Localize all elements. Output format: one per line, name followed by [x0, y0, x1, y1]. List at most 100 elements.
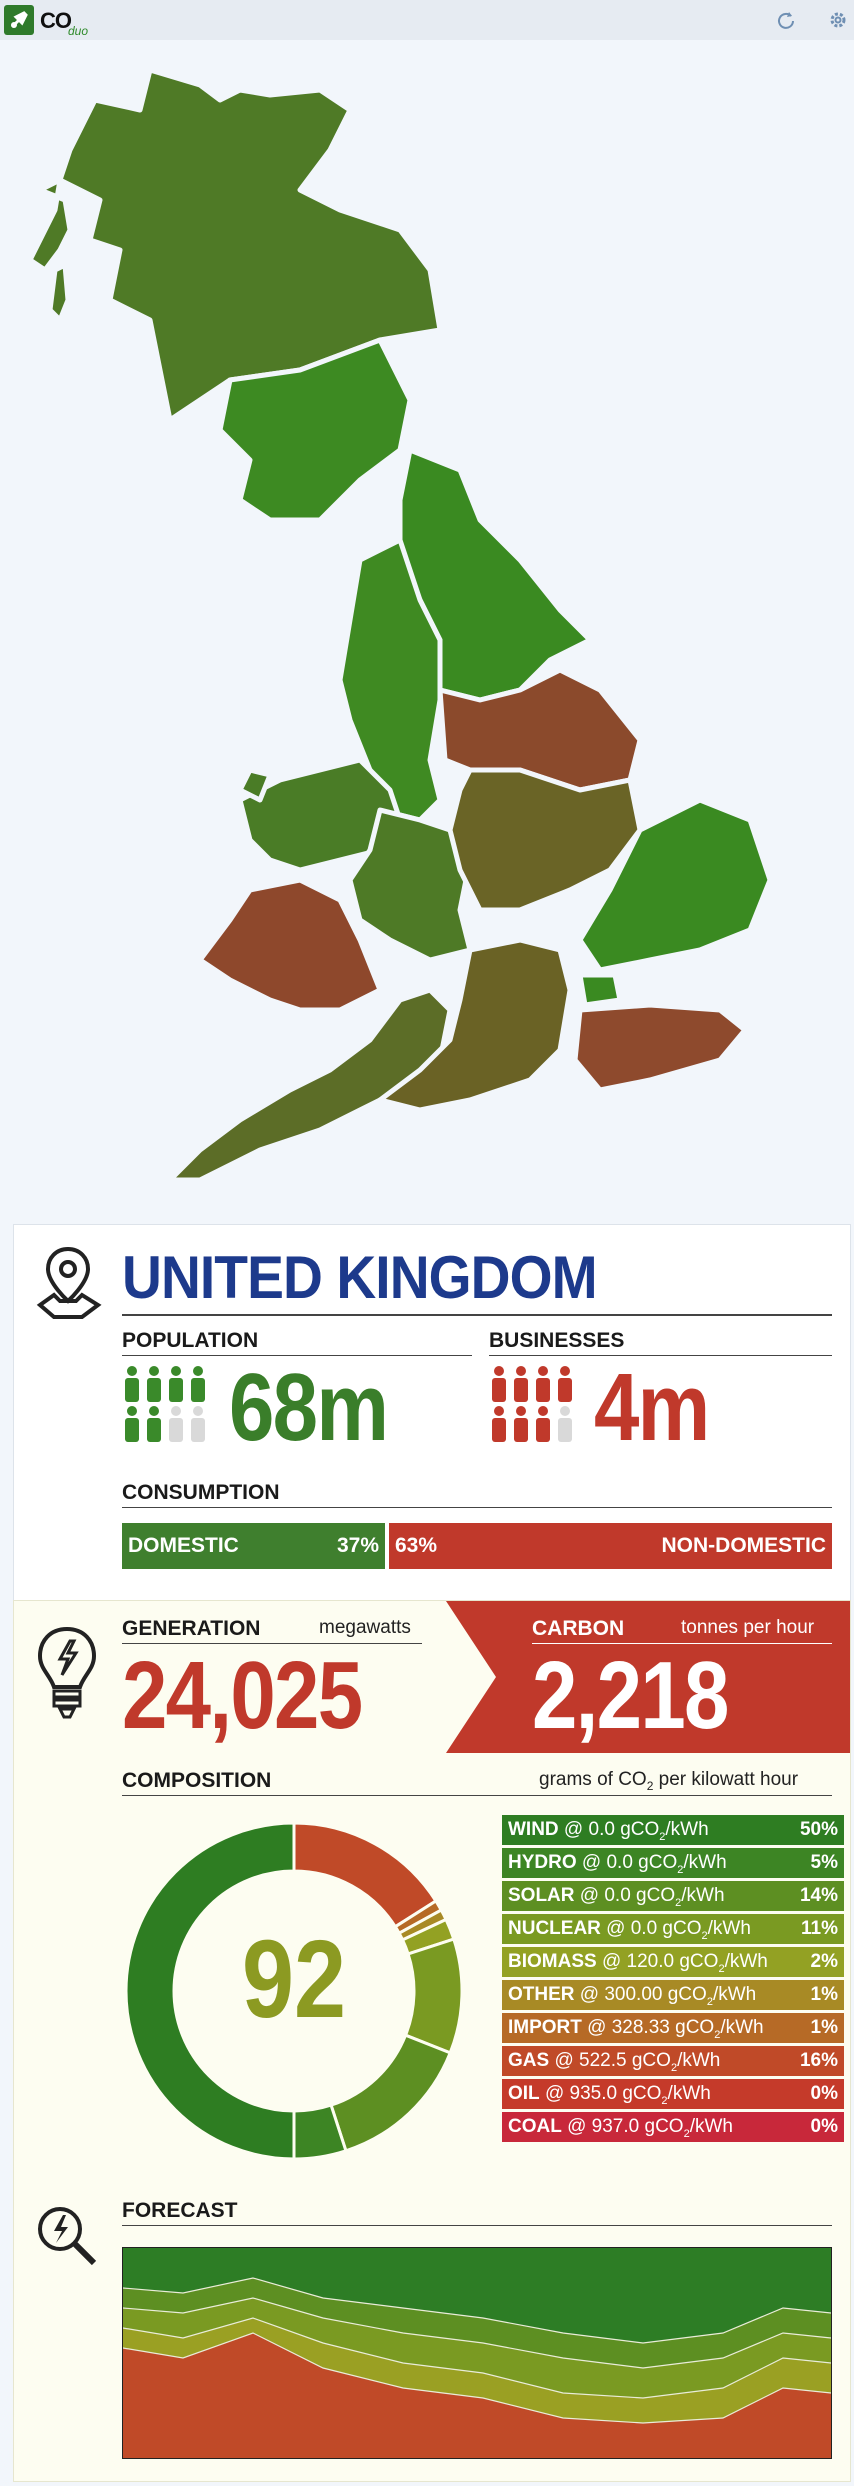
domestic-label: DOMESTIC — [128, 1534, 239, 1557]
gear-icon[interactable] — [828, 10, 848, 30]
map-region-north-west-england[interactable] — [337, 537, 443, 823]
forecast-band-gas — [123, 2333, 831, 2458]
person-body — [147, 1378, 161, 1402]
map-region-south-east[interactable] — [572, 1002, 748, 1093]
person-body — [125, 1378, 139, 1402]
fuel-rate: @ 937.0 gCO — [561, 2116, 684, 2137]
person-head — [538, 1406, 548, 1416]
divider — [122, 1795, 832, 1796]
businesses-value: 4m — [594, 1354, 710, 1461]
map-region-yorkshire[interactable] — [437, 667, 643, 793]
person-head — [193, 1406, 203, 1416]
fuel-name: BIOMASS — [508, 1951, 597, 1972]
non-domestic-pct: 63% — [395, 1534, 438, 1557]
non-domestic-bar: 63% NON-DOMESTIC — [389, 1523, 832, 1569]
map-region-london[interactable] — [577, 972, 623, 1008]
fuel-name: OTHER — [508, 1984, 575, 2005]
population-value: 68m — [229, 1354, 389, 1461]
consumption-label: CONSUMPTION — [122, 1481, 280, 1504]
fuel-rate-unit: /kWh — [681, 1885, 725, 1906]
person-body — [492, 1418, 506, 1442]
generation-unit: megawatts — [319, 1617, 411, 1638]
fuel-pct: 1% — [810, 2017, 838, 2038]
person-body — [558, 1418, 572, 1442]
map-pin-icon — [36, 1246, 102, 1319]
divider — [122, 1643, 422, 1644]
non-domestic-label: NON-DOMESTIC — [661, 1534, 827, 1557]
person-head — [149, 1366, 159, 1376]
region-map — [0, 40, 854, 1220]
donut-slice-wind — [124, 1821, 296, 2161]
divider — [122, 1314, 832, 1316]
fuel-rate: @ 0.0 gCO — [574, 1885, 676, 1906]
fuel-name: NUCLEAR — [508, 1918, 601, 1939]
lightbulb-icon — [37, 1626, 97, 1719]
fuel-rate: @ 0.0 gCO — [576, 1852, 678, 1873]
person-head — [560, 1406, 570, 1416]
fuel-rate-unit: /kWh — [683, 1852, 727, 1873]
fuel-pct: 16% — [799, 2050, 838, 2071]
top-bar: CO duo — [0, 0, 854, 40]
person-head — [494, 1406, 504, 1416]
businesses-label: BUSINESSES — [489, 1329, 625, 1352]
forecast-search-icon — [38, 2207, 97, 2266]
generation-value: 24,025 — [122, 1642, 363, 1749]
map-region-south[interactable] — [377, 937, 573, 1113]
map-region-south-west[interactable] — [167, 987, 453, 1183]
divider — [122, 1507, 832, 1508]
fuel-rate-unit: /kWh — [712, 1984, 757, 2005]
logo-subtext: duo — [68, 24, 89, 38]
fuel-rate: @ 300.00 gCO — [574, 1984, 707, 2005]
region-title: UNITED KINGDOM — [122, 1244, 598, 1311]
person-head — [193, 1366, 203, 1376]
carbon-unit: tonnes per hour — [681, 1617, 815, 1638]
donut-slice-solar — [329, 2033, 453, 2153]
carbon-banner — [446, 1601, 850, 1753]
fuel-name: IMPORT — [508, 2017, 582, 2038]
divider — [122, 2225, 832, 2226]
forecast-band-nuclear — [123, 2298, 831, 2398]
fuel-pct: 0% — [810, 2083, 838, 2104]
person-head — [516, 1366, 526, 1376]
carbon-label: CARBON — [532, 1617, 625, 1640]
map-region-west-midlands[interactable] — [347, 807, 473, 963]
composition-row-oil: OIL @ 935.0 gCO2/kWh 0% — [502, 2079, 844, 2109]
map-region-east-england[interactable] — [577, 797, 773, 973]
person-body — [514, 1378, 528, 1402]
forecast-chart — [122, 2247, 832, 2459]
person-body — [514, 1418, 528, 1442]
fuel-pct: 14% — [799, 1885, 838, 1906]
fuel-rate: @ 328.33 gCO — [581, 2017, 715, 2038]
person-body — [536, 1418, 550, 1442]
fuel-name: WIND — [508, 1819, 559, 1840]
fuel-pct: 2% — [810, 1951, 838, 1972]
map-region-south-scotland[interactable] — [217, 337, 413, 523]
person-body — [191, 1418, 205, 1442]
composition-row-solar: SOLAR @ 0.0 gCO2/kWh 14% — [502, 1881, 844, 1911]
fuel-rate: @ 0.0 gCO — [558, 1819, 660, 1840]
divider — [532, 1643, 832, 1644]
person-body — [147, 1418, 161, 1442]
person-head — [127, 1406, 137, 1416]
map-region-south-wales[interactable] — [197, 877, 383, 1013]
composition-donut-chart — [124, 1821, 464, 2161]
person-body — [492, 1378, 506, 1402]
refresh-icon[interactable] — [776, 10, 796, 30]
person-head — [516, 1406, 526, 1416]
app-logo — [4, 5, 34, 35]
domestic-bar: DOMESTIC 37% — [122, 1523, 385, 1569]
map-region-east-midlands[interactable] — [447, 767, 643, 913]
person-body — [191, 1378, 205, 1402]
person-body — [558, 1378, 572, 1402]
region-panel: UNITED KINGDOM POPULATION 68m BUSINESSES… — [13, 1224, 851, 1602]
fuel-rate-unit: /kWh — [667, 2083, 711, 2104]
logo-text: CO — [40, 8, 72, 33]
person-body — [125, 1418, 139, 1442]
business-people-icon — [492, 1366, 572, 1442]
fuel-rate: @ 0.0 gCO — [600, 1918, 702, 1939]
person-body — [536, 1378, 550, 1402]
person-body — [169, 1378, 183, 1402]
composition-row-biomass: BIOMASS @ 120.0 gCO2/kWh 2% — [502, 1947, 844, 1977]
donut-slice-gas — [292, 1821, 438, 1929]
composition-row-gas: GAS @ 522.5 gCO2/kWh 16% — [502, 2046, 844, 2076]
